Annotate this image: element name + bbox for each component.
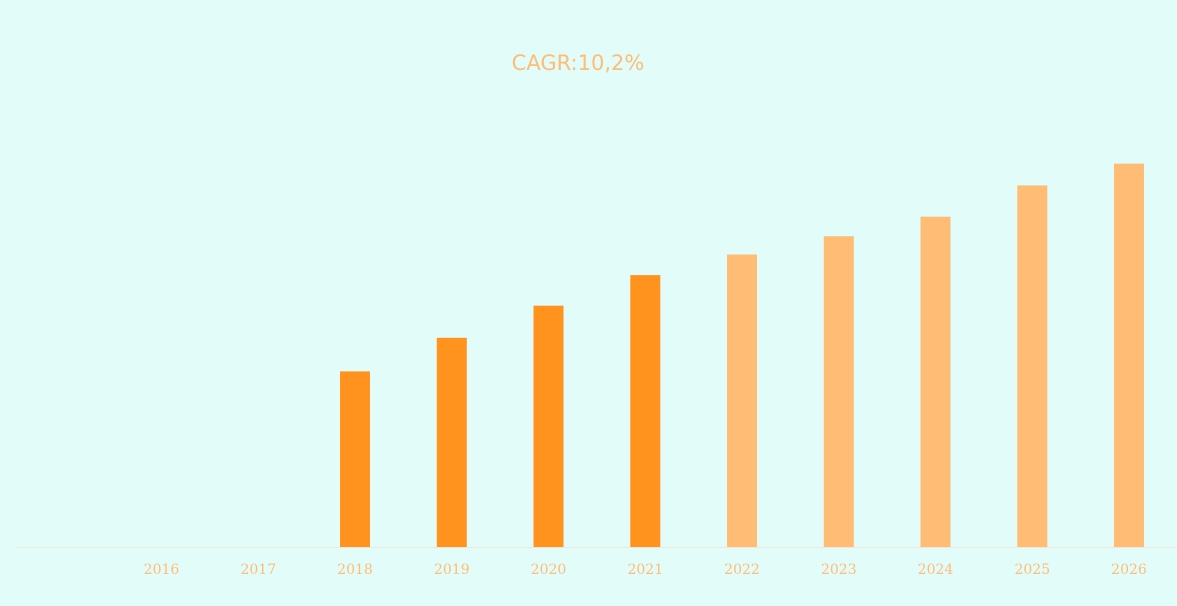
x-tick-label-2018: 2018 — [337, 562, 373, 578]
x-tick-label-2016: 2016 — [144, 562, 180, 578]
x-tick-labels: 2016 2017 2018 2019 2020 2021 2022 2023 2024 2025… — [144, 562, 1147, 578]
x-tick-label-2017: 2017 — [240, 562, 276, 578]
x-tick-label-2021: 2021 — [627, 562, 663, 578]
bar-2026 — [1114, 163, 1144, 547]
bar-2025 — [1017, 185, 1048, 547]
x-tick-label-2020: 2020 — [531, 562, 567, 578]
bar-2019 — [436, 337, 467, 547]
chart-title: CAGR:10,2% — [512, 51, 645, 75]
x-tick-label-2026: 2026 — [1111, 562, 1147, 578]
x-tick-label-2022: 2022 — [724, 562, 760, 578]
bar-2020 — [533, 305, 564, 547]
bar-2018 — [340, 371, 370, 547]
x-tick-label-2019: 2019 — [434, 562, 470, 578]
bar-2021 — [630, 275, 661, 547]
bar-2023 — [823, 236, 854, 547]
bar-group — [340, 163, 1144, 547]
x-tick-label-2025: 2025 — [1014, 562, 1050, 578]
bar-2024 — [920, 216, 951, 547]
bar-2022 — [727, 254, 757, 547]
x-tick-label-2024: 2024 — [918, 562, 954, 578]
x-tick-label-2023: 2023 — [821, 562, 857, 578]
